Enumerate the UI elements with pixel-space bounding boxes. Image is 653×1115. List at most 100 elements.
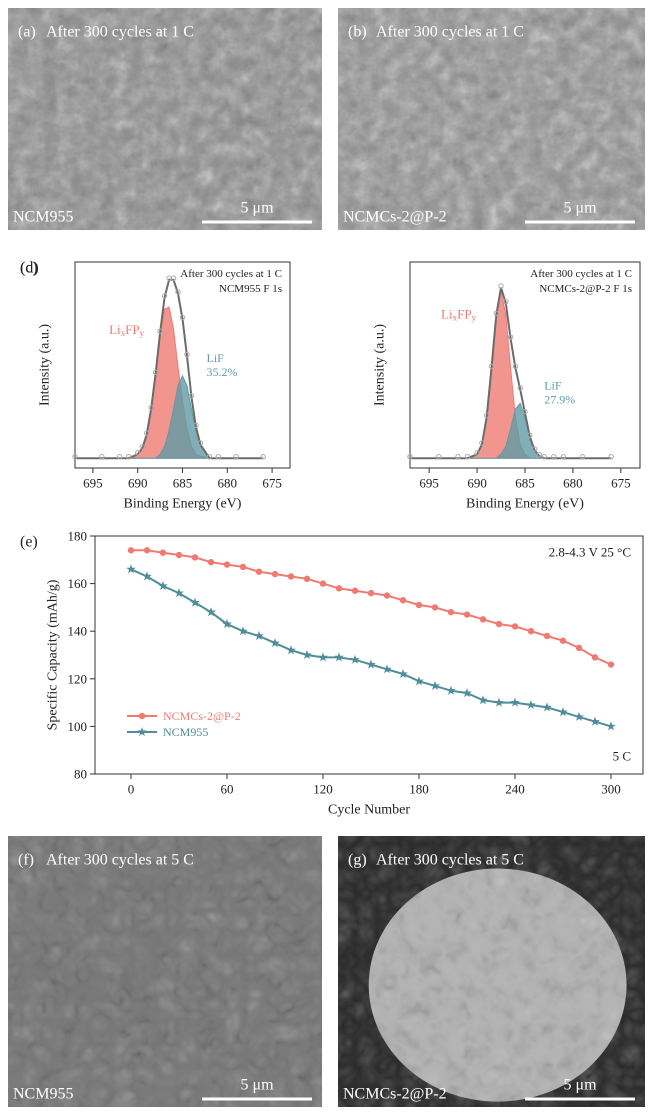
data-point: [139, 444, 145, 450]
x-axis-label: Binding Energy (eV): [124, 497, 242, 512]
data-point: [152, 369, 159, 376]
data-point: [206, 453, 213, 460]
annotation: 5 C: [613, 749, 631, 764]
plot-frame: [94, 535, 644, 775]
x-tick-label: 690: [467, 476, 487, 491]
scale-label: 5 μm: [563, 1077, 597, 1094]
panel-label: (d): [20, 260, 39, 277]
marker: [510, 697, 520, 707]
x-tick-label: 690: [128, 476, 148, 491]
y-tick-label: 80: [74, 767, 87, 782]
data-point: [135, 450, 141, 456]
y-axis-label: Specific Capacity (mAh/g): [46, 579, 61, 730]
marker: [606, 721, 616, 731]
data-point: [157, 328, 163, 334]
sample-name: NCM955: [13, 1086, 73, 1103]
y-tick-label: 140: [68, 624, 88, 639]
panel-label: (e): [20, 534, 38, 551]
data-point: [464, 453, 471, 460]
x-tick-label: 675: [611, 476, 631, 491]
data-point: [498, 283, 504, 289]
sample-name: NCMCs-2@P-2: [343, 1086, 447, 1103]
panel-label: (c): [20, 260, 38, 277]
component-label: LiF: [207, 351, 225, 365]
marker: [142, 571, 152, 581]
y-tick-label: 100: [68, 719, 88, 734]
data-point: [215, 453, 222, 460]
data-point: [579, 453, 586, 460]
sem-image: [8, 836, 322, 1107]
marker: [430, 680, 440, 690]
marker: [575, 644, 583, 652]
marker: [366, 659, 376, 669]
label-part: y: [140, 328, 145, 338]
x-tick-label: 685: [173, 476, 193, 491]
image-texture: [8, 836, 322, 1107]
marker: [159, 549, 167, 556]
marker: [126, 564, 136, 574]
marker: [462, 688, 472, 698]
data-point: [474, 450, 480, 456]
component-label: LiF: [544, 378, 562, 392]
data-point: [72, 453, 78, 460]
component-share: 35.2%: [207, 365, 238, 379]
marker: [127, 547, 135, 554]
marker: [527, 628, 535, 635]
marker: [495, 620, 503, 628]
marker: [255, 568, 263, 575]
marker: [271, 570, 279, 578]
data-point: [233, 453, 239, 460]
legend-label: NCMCs-2@P-2: [163, 709, 241, 723]
image-texture: [338, 836, 645, 1107]
data-point: [507, 334, 514, 340]
data-point: [260, 453, 266, 460]
marker: [303, 575, 311, 583]
legend-marker: [138, 712, 146, 720]
scale-label: 5 μm: [240, 1077, 274, 1094]
data-point: [493, 310, 499, 317]
marker: [494, 697, 504, 707]
image-texture: [338, 8, 645, 230]
panel-caption: After 300 cycles at 5 C: [46, 852, 194, 869]
marker: [351, 587, 359, 594]
data-point: [560, 453, 567, 460]
marker: [207, 558, 215, 566]
x-tick-label: 695: [83, 476, 103, 491]
marker: [175, 551, 183, 559]
marker: [238, 626, 248, 636]
data-point: [541, 453, 547, 460]
x-tick-label: 60: [221, 782, 234, 797]
x-tick-label: 695: [419, 476, 439, 491]
sample-name: NCMCs-2@P-2: [343, 209, 447, 226]
y-axis-label: Intensity (a.u.): [38, 324, 53, 406]
x-tick-label: 180: [409, 782, 429, 797]
marker: [414, 676, 424, 686]
marker: [399, 597, 407, 604]
marker: [431, 604, 439, 611]
y-axis-label: Intensity (a.u.): [373, 324, 388, 406]
marker: [542, 702, 552, 712]
marker: [158, 581, 168, 590]
y-tick-label: 180: [68, 529, 88, 544]
marker: [511, 623, 519, 630]
panel-label: (a): [18, 24, 36, 41]
annotation: After 300 cycles at 1 C: [530, 268, 632, 280]
marker: [334, 652, 344, 662]
panel-caption: After 300 cycles at 1 C: [376, 24, 524, 41]
legend-marker: [137, 727, 147, 736]
data-point: [407, 453, 413, 460]
marker: [367, 589, 375, 597]
data-point: [170, 275, 177, 281]
y-tick-label: 160: [68, 576, 88, 591]
data-point: [536, 452, 543, 458]
data-point: [175, 289, 181, 295]
label-part: x: [453, 312, 458, 322]
annotation: NCMCs-2@P-2 F 1s: [539, 283, 632, 295]
marker: [574, 711, 584, 721]
component-share: 27.9%: [544, 392, 575, 406]
x-tick-label: 675: [262, 476, 282, 491]
x-axis-label: Binding Energy (eV): [466, 497, 584, 512]
data-point: [179, 314, 186, 321]
data-point: [455, 453, 461, 460]
marker: [559, 637, 567, 644]
